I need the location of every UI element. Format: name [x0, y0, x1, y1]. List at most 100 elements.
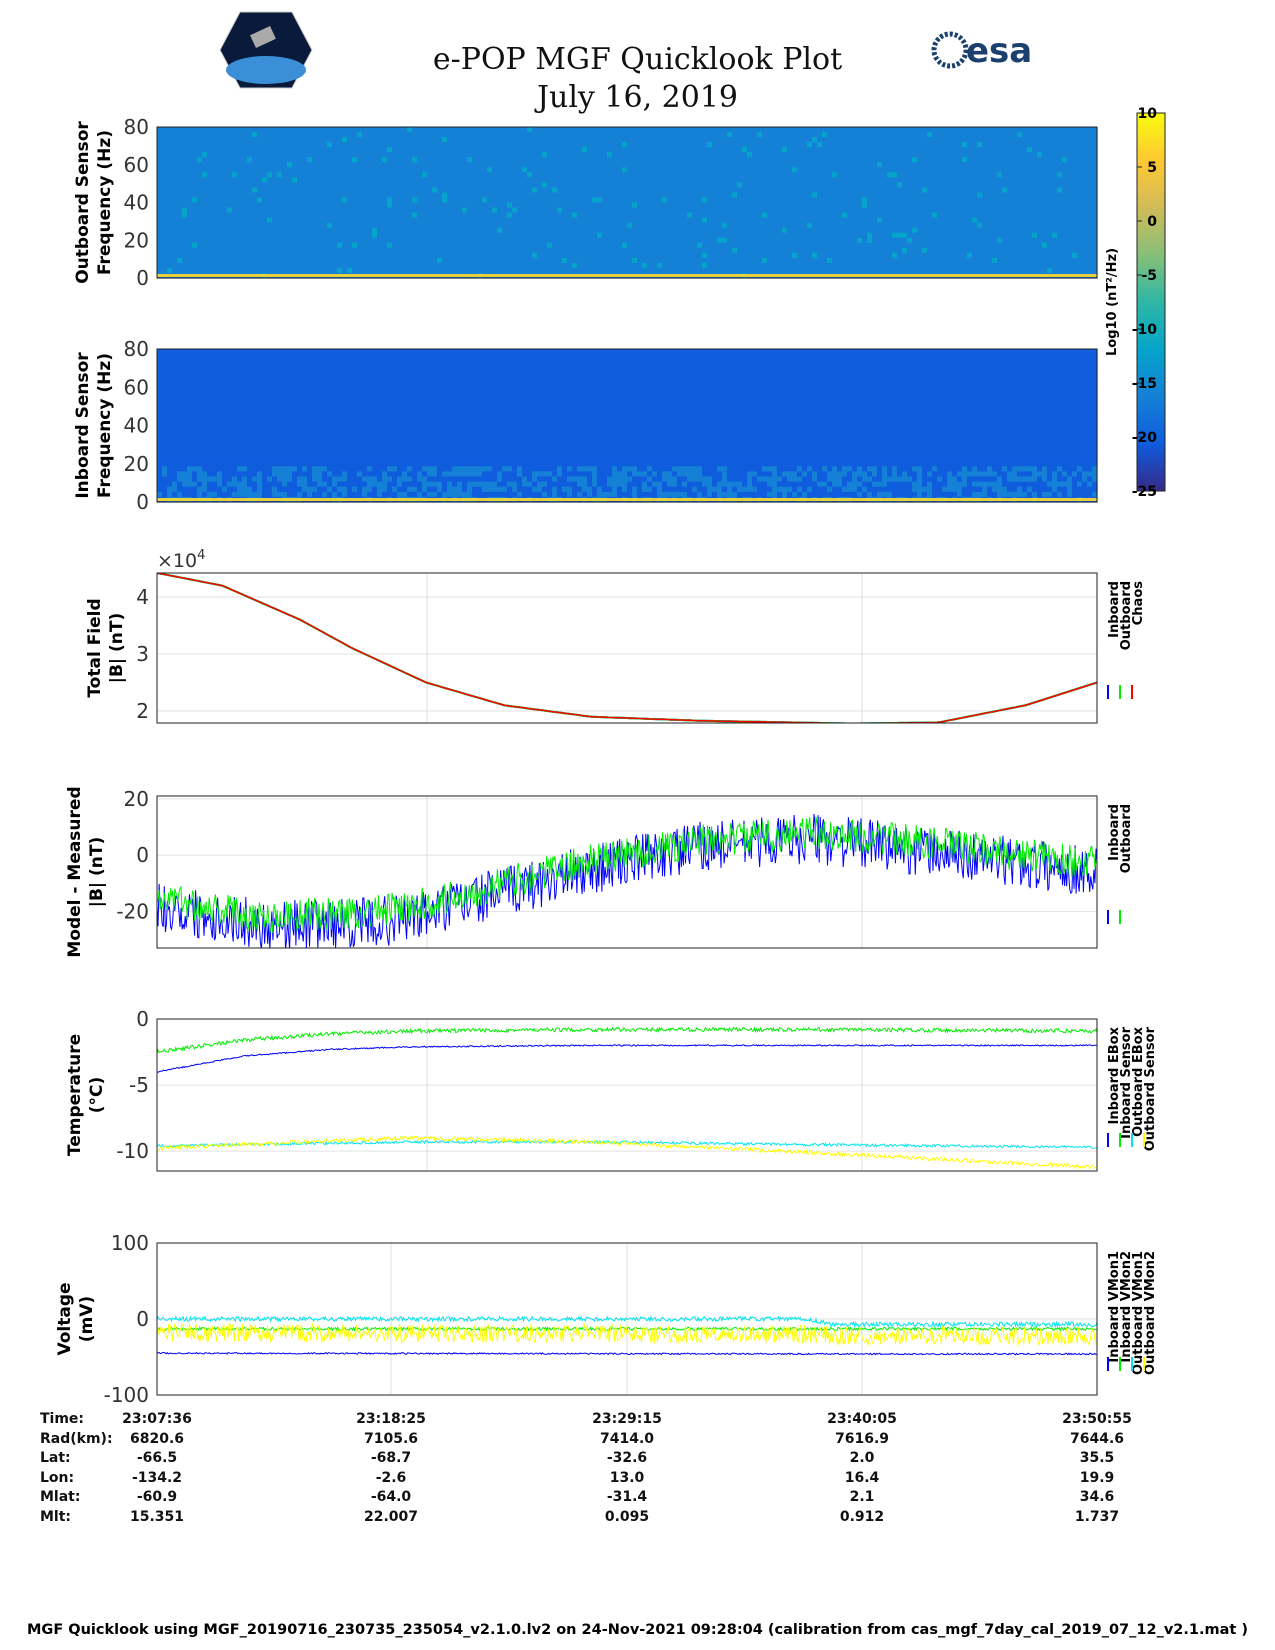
- spectrogram-cell: [507, 237, 513, 244]
- spectrogram-cell: [922, 167, 928, 173]
- spectrogram-cell: [527, 212, 533, 219]
- spectrogram-cell: [542, 252, 548, 259]
- spectrogram-cell: [627, 262, 633, 269]
- spectrogram-cell: [477, 202, 483, 209]
- spectrogram-cell: [157, 252, 163, 259]
- spectrogram-cell: [322, 222, 328, 229]
- spectrogram-cell: [707, 197, 713, 204]
- spectrogram-cell: [352, 202, 358, 209]
- spectrogram-cell: [592, 127, 598, 133]
- spectrogram-cell: [717, 202, 723, 209]
- spectrogram-cell: [672, 127, 678, 133]
- spectrogram-cell: [522, 152, 528, 158]
- spectrogram-cell: [892, 242, 898, 249]
- spectrogram-cell: [607, 267, 613, 274]
- spectrogram-cell: [677, 182, 683, 188]
- spectrogram-cell: [442, 152, 448, 158]
- spectrogram-cell: [682, 232, 688, 239]
- esa-logo: esa: [931, 31, 1032, 71]
- spectrogram-cell: [722, 187, 728, 194]
- spectrogram-cell: [662, 207, 668, 214]
- spectrogram-cell: [787, 182, 793, 188]
- spectrogram-cell: [367, 192, 373, 199]
- spectrogram-cell: [192, 177, 198, 183]
- spectrogram-cell: [737, 162, 743, 168]
- spectrogram-cell: [232, 172, 238, 178]
- spectrogram-cell: [837, 207, 843, 214]
- spectrogram-cell: [612, 227, 618, 234]
- spectrogram-cell: [257, 137, 263, 143]
- spectrogram-cell: [497, 142, 503, 148]
- spectrogram-cell: [607, 257, 613, 264]
- spectrogram-cell: [207, 132, 213, 138]
- spectrogram-cell: [407, 167, 413, 173]
- spectrogram-cell: [637, 257, 643, 264]
- spectrogram-cell: [487, 197, 493, 204]
- spectrogram-cell: [487, 162, 493, 168]
- spectrogram-cell: [797, 262, 803, 269]
- spectrogram-cell: [497, 182, 503, 188]
- spectrogram-cell: [412, 177, 418, 183]
- spectrogram-cell: [507, 127, 513, 133]
- spectrogram-cell: [357, 267, 363, 274]
- spectrogram-cell: [312, 242, 318, 249]
- spectrogram-cell: [687, 212, 693, 219]
- spectrogram-cell: [477, 267, 483, 274]
- spectrogram-cell: [942, 262, 948, 269]
- spectrogram-cell: [317, 267, 323, 274]
- spectrogram-cell: [432, 192, 438, 199]
- spectrogram-cell: [332, 192, 338, 199]
- spectrogram-cell: [402, 142, 408, 148]
- spectrogram-cell: [952, 192, 958, 199]
- spectrogram-cell: [542, 232, 548, 239]
- spectrogram-cell: [362, 162, 368, 168]
- spectrogram-cell: [462, 182, 468, 188]
- spectrogram-cell: [257, 157, 263, 163]
- spectrogram-cell: [552, 177, 558, 183]
- spectrogram-cell: [262, 127, 268, 133]
- spectrogram-cell: [777, 137, 783, 143]
- spectrogram-cell: [652, 237, 658, 244]
- spectrogram-cell: [732, 232, 738, 239]
- spectrogram-cell: [572, 192, 578, 199]
- spectrogram-cell: [942, 187, 948, 194]
- spectrogram-cell: [977, 217, 983, 224]
- spectrogram-cell: [797, 137, 803, 143]
- spectrogram-cell: [922, 147, 928, 153]
- spectrogram-cell: [697, 242, 703, 249]
- spectrogram-cell: [432, 132, 438, 138]
- spectrogram-cell: [857, 227, 863, 234]
- spectrogram-cell: [417, 197, 423, 204]
- spectrogram-cell: [162, 217, 168, 224]
- spectrogram-cell: [942, 237, 948, 244]
- spectrogram-cell: [612, 267, 618, 274]
- spectrogram-cell: [197, 267, 203, 274]
- spectrogram-cell: [572, 162, 578, 168]
- spectrogram-cell: [972, 252, 978, 259]
- spectrogram-cell: [837, 257, 843, 264]
- spectrogram-cell: [267, 147, 273, 153]
- spectrogram-cell: [497, 212, 503, 219]
- spectrogram-cell: [852, 217, 858, 224]
- spectrogram-cell: [927, 162, 933, 168]
- spectrogram-cell: [957, 182, 963, 188]
- spectrogram-cell: [877, 132, 883, 138]
- spectrogram-cell: [497, 247, 503, 254]
- spectrogram-cell: [912, 207, 918, 214]
- spectrogram-cell: [432, 217, 438, 224]
- spectrogram-cell: [662, 127, 668, 133]
- spectrogram-cell: [602, 152, 608, 158]
- spectrogram-cell: [307, 192, 313, 199]
- spectrogram-cell: [362, 257, 368, 264]
- spectrogram-cell: [317, 227, 323, 234]
- spectrogram-cell: [232, 237, 238, 244]
- spectrogram-cell: [977, 187, 983, 194]
- spectrogram-cell: [942, 177, 948, 183]
- spectrogram-cell: [577, 137, 583, 143]
- spectrogram-cell: [952, 182, 958, 188]
- spectrogram-cell: [382, 222, 388, 229]
- spectrogram-cell: [292, 142, 298, 148]
- spectrogram-cell: [477, 252, 483, 259]
- spectrogram-cell: [912, 267, 918, 274]
- spectrogram-cell: [752, 177, 758, 183]
